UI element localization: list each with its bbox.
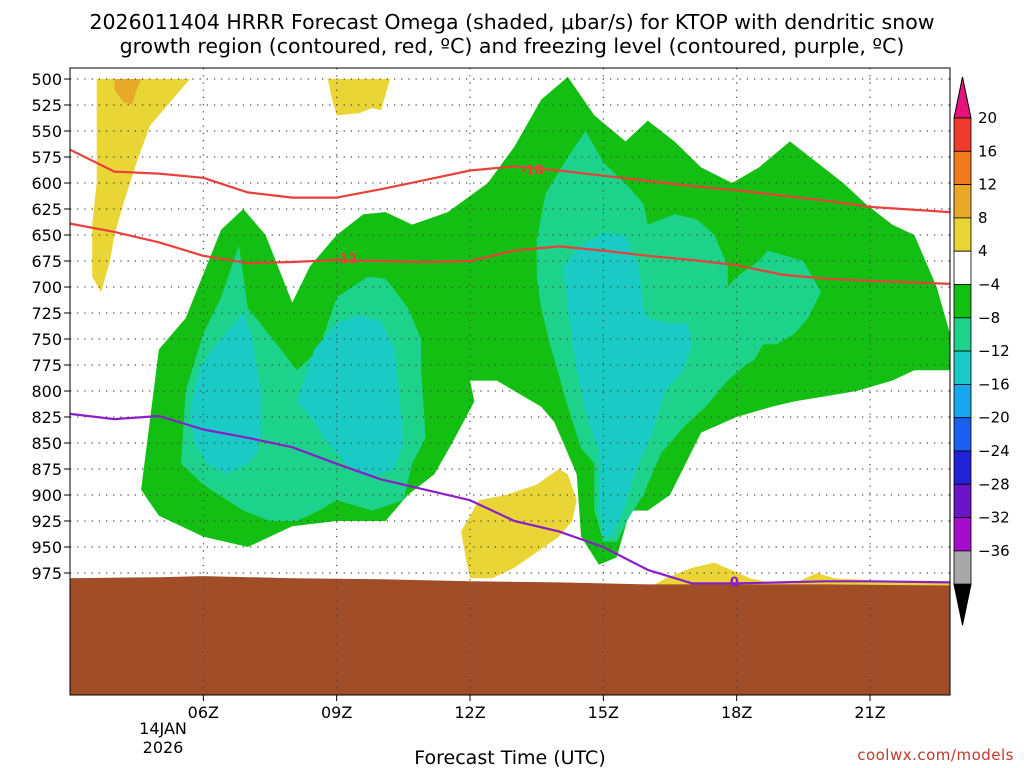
omega-shading-layer bbox=[92, 76, 950, 589]
colorbar-tick-label-4: 4 bbox=[978, 242, 988, 260]
chart-title-line-1: 2026011404 HRRR Forecast Omega (shaded, … bbox=[89, 10, 934, 34]
x-tick-label-15Z: 15Z bbox=[588, 703, 619, 722]
colorbar-tick-label-12: −32 bbox=[978, 509, 1010, 527]
y-tick-label-650: 650 bbox=[31, 226, 62, 245]
gridlines bbox=[70, 68, 950, 695]
colorbar-tick-label-0: 20 bbox=[978, 109, 997, 127]
colorbar-tick-label-5: −4 bbox=[978, 276, 1000, 294]
omega-region-yellow-top-mid bbox=[327, 79, 390, 116]
y-tick-label-850: 850 bbox=[31, 434, 62, 453]
omega-region-yellow-mid bbox=[461, 469, 577, 579]
y-tick-label-800: 800 bbox=[31, 382, 62, 401]
y-tick-label-525: 525 bbox=[31, 96, 62, 115]
contour-label-dendritic-minus-18: -18 bbox=[520, 163, 544, 178]
colorbar-segment-6 bbox=[953, 317, 972, 352]
contour-layer: -18 -12 0 bbox=[70, 148, 950, 590]
contour-dendritic-minus-12 bbox=[70, 222, 950, 285]
colorbar-segment-4 bbox=[953, 250, 972, 285]
y-tick-label-700: 700 bbox=[31, 278, 62, 297]
y-tick-label-500: 500 bbox=[31, 70, 62, 89]
contour-freezing-level-0 bbox=[70, 412, 950, 585]
colorbar-segment-5 bbox=[953, 284, 972, 319]
colorbar-segment-2 bbox=[953, 184, 972, 219]
x-tick-label-18Z: 18Z bbox=[721, 703, 752, 722]
date-year-label: 2026 bbox=[143, 738, 184, 757]
y-tick-label-625: 625 bbox=[31, 200, 62, 219]
colorbar-tick-label-6: −8 bbox=[978, 309, 1000, 327]
colorbar-segment-7 bbox=[953, 350, 972, 385]
colorbar-segment-12 bbox=[953, 517, 972, 552]
contour-dendritic-minus-18 bbox=[70, 148, 950, 214]
omega-region-orange-top-left bbox=[114, 79, 142, 105]
contour-label-freezing-level-0: 0 bbox=[730, 575, 739, 590]
credit-text: coolwx.com/models bbox=[857, 746, 1014, 764]
omega-region-cyan-right bbox=[563, 232, 693, 537]
colorbar-segment-13 bbox=[953, 550, 972, 585]
x-axis-title: Forecast Time (UTC) bbox=[414, 747, 605, 768]
colorbar-top-arrow bbox=[953, 76, 972, 119]
x-tick-label-06Z: 06Z bbox=[188, 703, 219, 722]
colorbar-tick-label-13: −36 bbox=[978, 542, 1010, 560]
y-tick-label-825: 825 bbox=[31, 408, 62, 427]
plot-frame bbox=[69, 67, 951, 696]
y-tick-label-575: 575 bbox=[31, 148, 62, 167]
colorbar-segment-3 bbox=[953, 217, 972, 252]
y-tick-label-925: 925 bbox=[31, 512, 62, 531]
colorbar-tick-label-10: −24 bbox=[978, 442, 1010, 460]
terrain-ground bbox=[70, 576, 950, 695]
y-tick-label-775: 775 bbox=[31, 356, 62, 375]
colorbar-segment-8 bbox=[953, 383, 972, 419]
y-tick-label-725: 725 bbox=[31, 304, 62, 323]
colorbar-segment-9 bbox=[953, 417, 972, 452]
chart-title-line-2: growth region (contoured, red, ºC) and f… bbox=[120, 34, 905, 58]
date-month-label: 14JAN bbox=[139, 719, 187, 738]
omega-region-yellow-top-left bbox=[92, 79, 190, 293]
y-tick-label-975: 975 bbox=[31, 564, 62, 583]
colorbar-segment-11 bbox=[953, 483, 972, 518]
y-tick-label-550: 550 bbox=[31, 122, 62, 141]
colorbar-tick-label-8: −16 bbox=[978, 375, 1010, 393]
colorbar-segment-10 bbox=[953, 450, 972, 485]
terrain-layer bbox=[70, 576, 950, 695]
contour-label-dendritic-minus-12: -12 bbox=[334, 252, 358, 267]
colorbar-tick-label-9: −20 bbox=[978, 409, 1010, 427]
colorbar-tick-label-3: 8 bbox=[978, 209, 988, 227]
colorbar-tick-label-2: 12 bbox=[978, 176, 997, 194]
omega-region-cyan-left-a bbox=[190, 313, 262, 475]
colorbar-tick-label-11: −28 bbox=[978, 475, 1010, 493]
colorbar-tick-label-7: −12 bbox=[978, 342, 1010, 360]
y-tick-label-950: 950 bbox=[31, 538, 62, 557]
y-tick-label-750: 750 bbox=[31, 330, 62, 349]
plot-area: -18 -12 0 bbox=[70, 68, 950, 695]
y-tick-label-900: 900 bbox=[31, 486, 62, 505]
colorbar-segment-1 bbox=[953, 150, 972, 186]
colorbar-tick-label-1: 16 bbox=[978, 142, 997, 160]
colorbar-bottom-arrow bbox=[953, 583, 972, 626]
x-tick-label-12Z: 12Z bbox=[454, 703, 485, 722]
axes: 500 525 550 575 600 625 650 675 700 725 750 775 800 8… bbox=[31, 70, 885, 722]
y-tick-label-600: 600 bbox=[31, 174, 62, 193]
x-tick-label-09Z: 09Z bbox=[321, 703, 352, 722]
colorbar: 20 16 12 8 4 −4 −8 −12 −16 −20 −24 −28 −32 −36 bbox=[953, 76, 1010, 626]
y-tick-label-875: 875 bbox=[31, 460, 62, 479]
omega-region-cyan-left-b bbox=[296, 315, 404, 475]
x-tick-label-21Z: 21Z bbox=[854, 703, 885, 722]
colorbar-segment-0 bbox=[953, 117, 972, 152]
y-tick-label-675: 675 bbox=[31, 252, 62, 271]
